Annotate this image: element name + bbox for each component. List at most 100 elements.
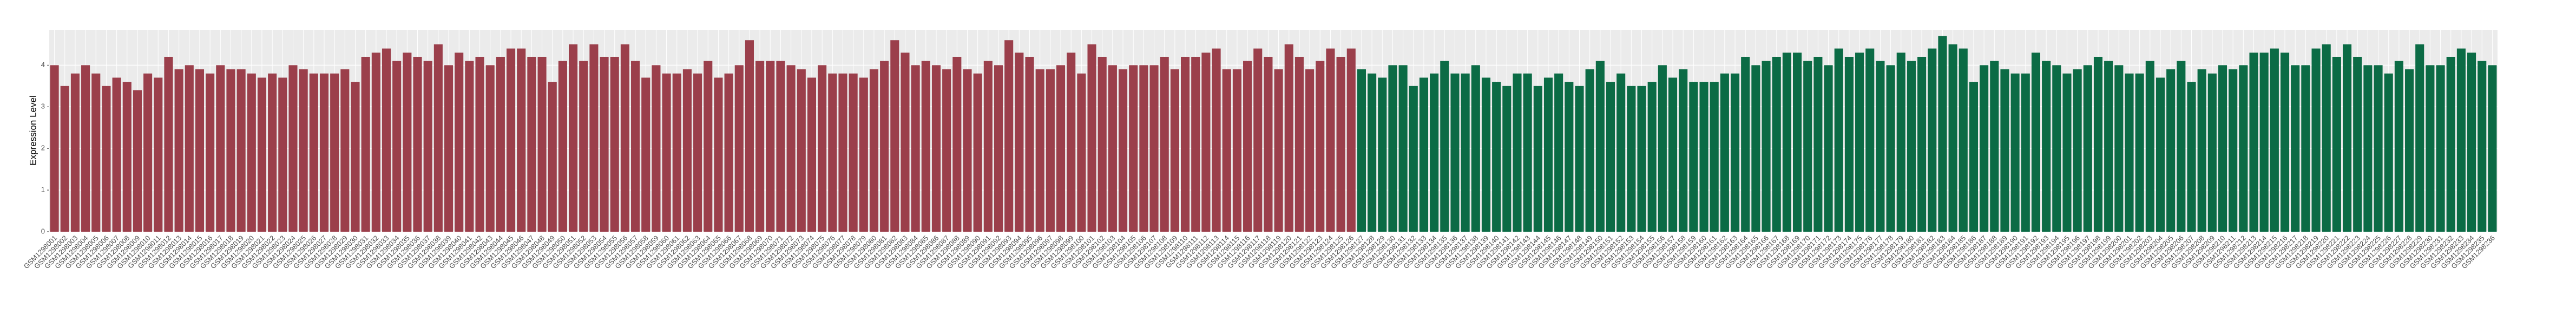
bar bbox=[382, 48, 391, 232]
bar bbox=[2405, 69, 2414, 232]
bar bbox=[1087, 44, 1096, 232]
bar bbox=[2083, 65, 2092, 232]
bar bbox=[1772, 56, 1781, 232]
bar bbox=[475, 56, 484, 232]
bar bbox=[797, 69, 806, 232]
bar bbox=[1461, 73, 1470, 232]
bar bbox=[2177, 61, 2186, 232]
bar bbox=[849, 73, 858, 232]
bar bbox=[2270, 48, 2279, 232]
bar bbox=[1118, 69, 1128, 232]
bar bbox=[1274, 69, 1283, 232]
bar bbox=[1326, 48, 1335, 232]
bar bbox=[236, 69, 246, 232]
bar bbox=[1896, 53, 1905, 232]
bar bbox=[2384, 73, 2393, 232]
bar bbox=[1637, 86, 1646, 232]
bar bbox=[527, 56, 536, 232]
bar bbox=[1886, 65, 1895, 232]
bar bbox=[776, 61, 785, 232]
bar bbox=[2104, 61, 2113, 232]
bar bbox=[807, 77, 817, 232]
bar bbox=[755, 61, 765, 232]
bar bbox=[1813, 56, 1823, 232]
bar bbox=[901, 53, 910, 232]
bar bbox=[931, 65, 941, 232]
bar bbox=[548, 82, 557, 232]
bar bbox=[859, 77, 868, 232]
bar bbox=[1046, 69, 1055, 232]
bar bbox=[1803, 61, 1812, 232]
bar bbox=[1533, 86, 1542, 232]
bar bbox=[2363, 65, 2373, 232]
bar bbox=[558, 61, 567, 232]
bar bbox=[1368, 73, 1377, 232]
bar bbox=[1430, 73, 1439, 232]
bar bbox=[1917, 56, 1927, 232]
bar bbox=[1565, 82, 1574, 232]
bar bbox=[724, 73, 733, 232]
bar bbox=[2332, 56, 2341, 232]
bar bbox=[2010, 73, 2020, 232]
bar bbox=[81, 65, 90, 232]
bar bbox=[1481, 77, 1491, 232]
bar bbox=[371, 53, 380, 232]
bar bbox=[1710, 82, 1719, 232]
bar bbox=[2342, 44, 2352, 232]
bar bbox=[1907, 61, 1916, 232]
bar bbox=[1751, 65, 1760, 232]
y-tick-label: 2 bbox=[41, 144, 45, 152]
bar bbox=[682, 69, 692, 232]
bar bbox=[517, 48, 526, 232]
bar bbox=[1928, 48, 1937, 232]
bar bbox=[734, 65, 744, 232]
bar bbox=[154, 77, 163, 232]
bar bbox=[1679, 69, 1688, 232]
bar bbox=[714, 77, 723, 232]
bar bbox=[1181, 56, 1190, 232]
bar bbox=[818, 65, 827, 232]
bar bbox=[2021, 73, 2030, 232]
bar bbox=[2436, 65, 2445, 232]
bar bbox=[1844, 56, 1854, 232]
bar bbox=[2394, 61, 2403, 232]
bar bbox=[2446, 56, 2455, 232]
bar bbox=[1232, 69, 1241, 232]
bar bbox=[1212, 48, 1221, 232]
bar bbox=[1056, 65, 1066, 232]
bar bbox=[1015, 53, 1024, 232]
bar bbox=[1243, 61, 1252, 232]
bar bbox=[1492, 82, 1501, 232]
bar bbox=[91, 73, 101, 232]
bar bbox=[143, 73, 153, 232]
bar bbox=[1595, 61, 1605, 232]
bar bbox=[2000, 69, 2009, 232]
bar bbox=[268, 73, 277, 232]
bar bbox=[2093, 56, 2103, 232]
bar bbox=[869, 69, 879, 232]
bar bbox=[2229, 69, 2238, 232]
bar bbox=[1699, 82, 1708, 232]
bar bbox=[610, 56, 619, 232]
bar bbox=[766, 61, 775, 232]
bar bbox=[1834, 48, 1843, 232]
bar bbox=[2280, 53, 2290, 232]
bar bbox=[2073, 69, 2082, 232]
bar bbox=[1959, 48, 1968, 232]
bar bbox=[745, 40, 754, 232]
y-tick-label: 4 bbox=[41, 61, 45, 69]
bar bbox=[195, 69, 205, 232]
bar bbox=[641, 77, 650, 232]
bar bbox=[890, 40, 899, 232]
bar bbox=[174, 69, 183, 232]
bar bbox=[351, 82, 360, 232]
bar bbox=[952, 56, 962, 232]
bar bbox=[319, 73, 329, 232]
bar bbox=[1346, 48, 1356, 232]
bar bbox=[2114, 65, 2124, 232]
bar bbox=[1513, 73, 1522, 232]
bar bbox=[1782, 53, 1791, 232]
bar bbox=[983, 61, 993, 232]
bar bbox=[102, 86, 111, 232]
bar bbox=[1876, 61, 1885, 232]
